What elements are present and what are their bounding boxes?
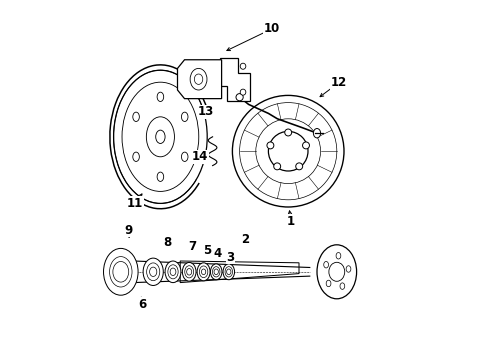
Ellipse shape — [181, 112, 188, 121]
Ellipse shape — [267, 142, 274, 149]
Polygon shape — [177, 60, 221, 99]
Ellipse shape — [197, 263, 210, 281]
Ellipse shape — [296, 163, 303, 170]
Ellipse shape — [157, 172, 164, 181]
Ellipse shape — [285, 129, 292, 136]
Text: 12: 12 — [330, 76, 347, 89]
Ellipse shape — [269, 131, 308, 171]
Ellipse shape — [236, 94, 243, 101]
Polygon shape — [220, 58, 250, 101]
Ellipse shape — [227, 269, 231, 275]
Ellipse shape — [149, 267, 157, 276]
Ellipse shape — [210, 264, 222, 280]
Ellipse shape — [114, 70, 207, 203]
Text: 5: 5 — [203, 244, 211, 257]
Ellipse shape — [187, 269, 192, 275]
Ellipse shape — [324, 261, 328, 268]
Ellipse shape — [340, 283, 345, 289]
Ellipse shape — [165, 261, 181, 283]
Ellipse shape — [195, 74, 203, 84]
Ellipse shape — [223, 264, 235, 280]
Text: 2: 2 — [241, 233, 249, 246]
Text: 11: 11 — [127, 197, 144, 210]
Ellipse shape — [326, 280, 331, 287]
Ellipse shape — [329, 262, 345, 281]
Ellipse shape — [336, 252, 341, 259]
Ellipse shape — [201, 269, 206, 275]
Text: 1: 1 — [287, 215, 295, 228]
Ellipse shape — [181, 152, 188, 161]
Ellipse shape — [274, 163, 281, 170]
Ellipse shape — [113, 261, 129, 282]
Text: 4: 4 — [214, 247, 222, 260]
Text: 7: 7 — [189, 240, 197, 253]
Ellipse shape — [214, 269, 219, 275]
Ellipse shape — [133, 152, 139, 161]
Ellipse shape — [302, 142, 310, 149]
Ellipse shape — [170, 268, 176, 275]
Ellipse shape — [190, 68, 207, 90]
Ellipse shape — [232, 95, 344, 207]
Ellipse shape — [240, 89, 246, 95]
Ellipse shape — [133, 112, 139, 121]
Ellipse shape — [317, 245, 357, 299]
Ellipse shape — [103, 248, 138, 295]
Ellipse shape — [346, 266, 351, 272]
Text: 6: 6 — [138, 298, 147, 311]
Text: 13: 13 — [197, 105, 214, 118]
Text: 3: 3 — [226, 251, 235, 264]
Ellipse shape — [157, 92, 164, 102]
Ellipse shape — [143, 258, 163, 285]
Text: 8: 8 — [164, 237, 171, 249]
Ellipse shape — [314, 129, 320, 138]
Text: 9: 9 — [124, 224, 132, 237]
Ellipse shape — [182, 262, 196, 281]
Text: 14: 14 — [192, 150, 208, 163]
Ellipse shape — [240, 63, 246, 69]
Text: 10: 10 — [264, 22, 280, 35]
